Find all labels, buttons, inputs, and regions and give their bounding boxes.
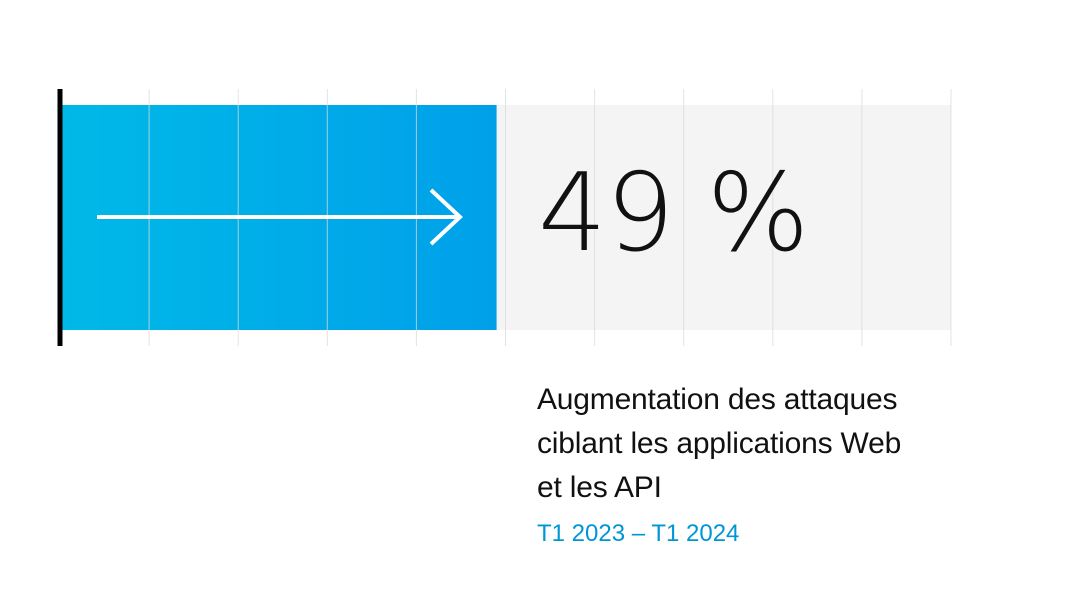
value-label: 49 %: [538, 151, 809, 276]
title-line: ciblant les applications Web: [537, 427, 902, 460]
period-label: T1 2023 – T1 2024: [537, 520, 740, 547]
title-line: Augmentation des attaques: [537, 383, 898, 416]
title-line: et les API: [537, 471, 662, 504]
chart-title: Augmentation des attaques ciblant les ap…: [537, 378, 967, 510]
arrow-right-icon: [97, 188, 463, 246]
